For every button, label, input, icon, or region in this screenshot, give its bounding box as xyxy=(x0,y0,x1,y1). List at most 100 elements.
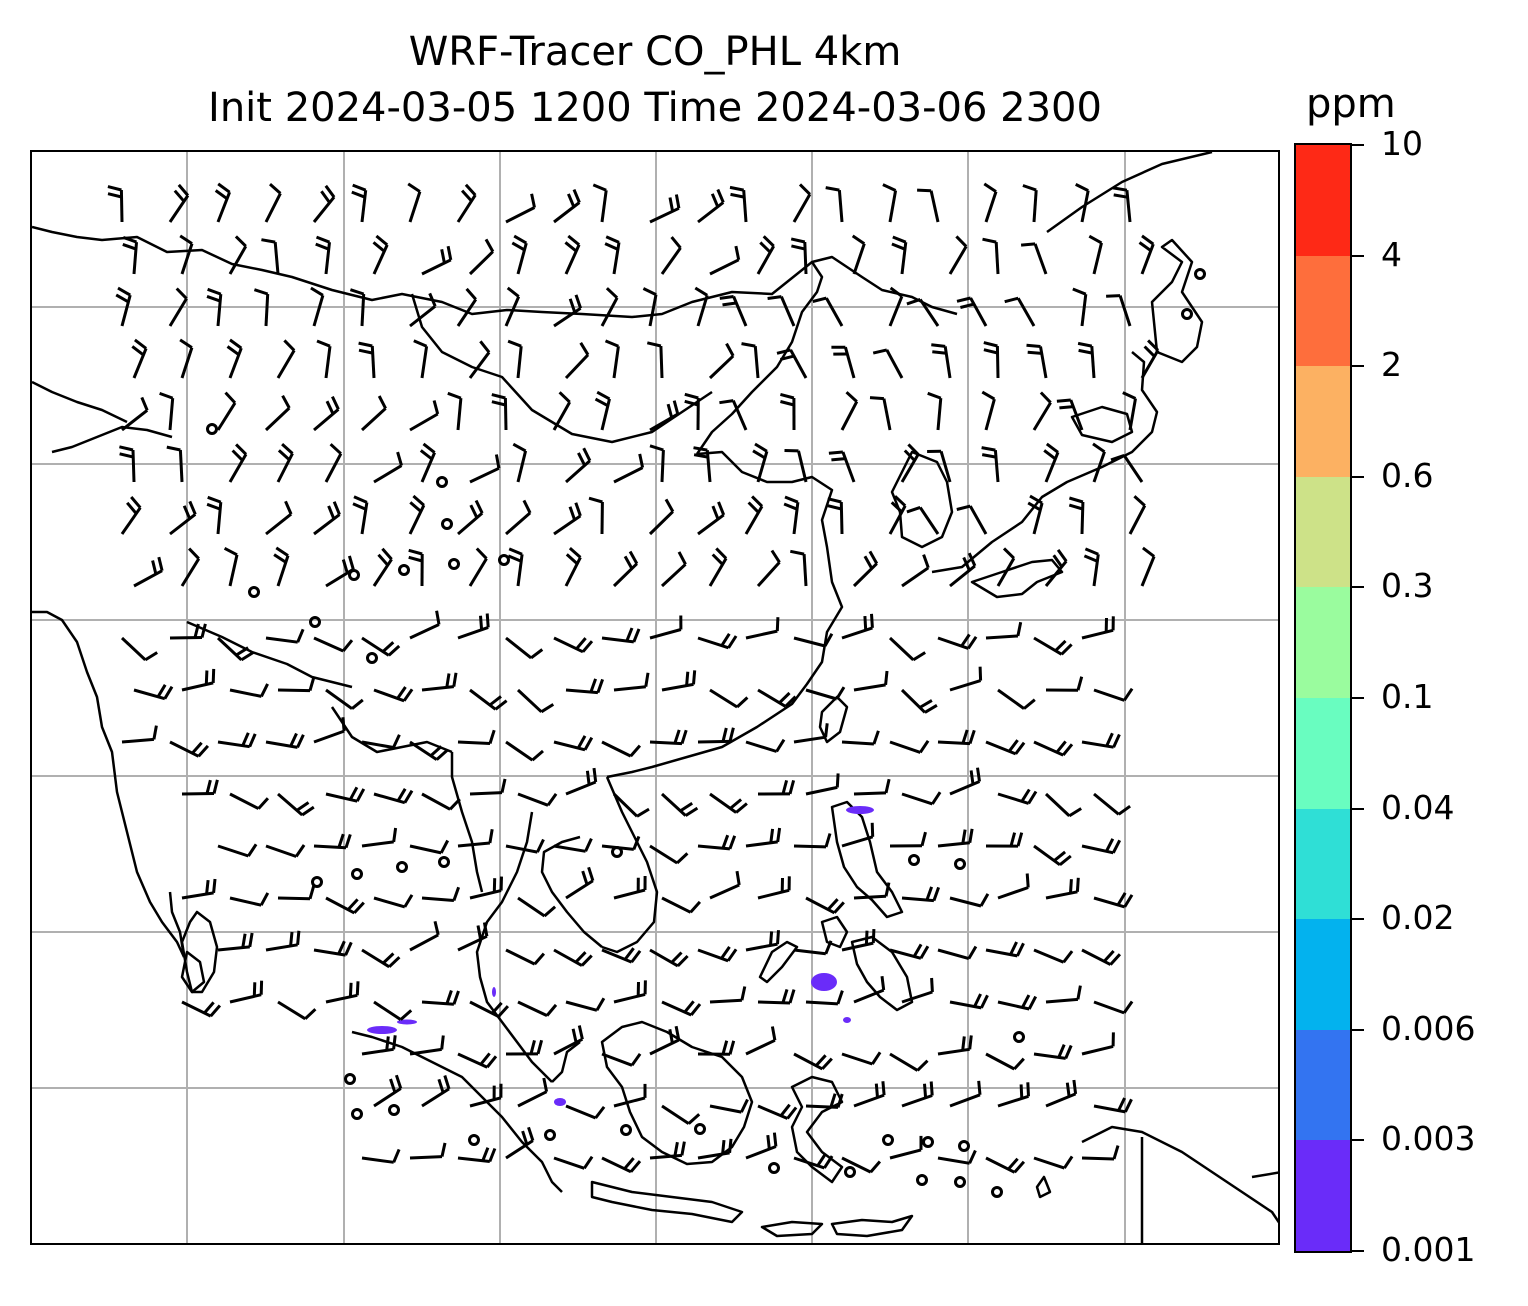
wind-barb xyxy=(457,828,494,848)
wind-barb xyxy=(660,236,682,275)
wind-barb xyxy=(889,739,930,754)
coastline xyxy=(186,620,353,689)
wind-barb xyxy=(841,730,880,746)
wind-barb xyxy=(767,295,796,327)
wind-barb xyxy=(217,932,254,952)
wind-barb xyxy=(159,391,175,431)
wind-barb xyxy=(349,288,366,327)
wind-barb xyxy=(869,396,892,431)
wind-barb xyxy=(180,547,201,587)
wind-barb xyxy=(1045,676,1084,692)
wind-barb xyxy=(312,184,336,223)
wind-barb xyxy=(937,1149,977,1165)
wind-barb xyxy=(1112,186,1132,223)
wind-barb xyxy=(948,235,968,275)
colorbar-tick-label: 2 xyxy=(1381,345,1402,385)
wind-barb xyxy=(407,182,422,223)
wind-barb xyxy=(1093,892,1134,909)
wind-barb xyxy=(360,395,387,432)
coastline xyxy=(790,1075,844,1184)
calm-wind-marker xyxy=(1194,268,1206,280)
wind-barb xyxy=(956,296,988,327)
wind-barb xyxy=(316,339,332,379)
wind-barb xyxy=(1056,398,1084,431)
wind-barb xyxy=(745,617,780,640)
wind-barb xyxy=(805,1093,844,1109)
tracer-plume xyxy=(367,1026,397,1034)
wind-barb xyxy=(512,442,528,483)
wind-barb xyxy=(745,1026,777,1056)
wind-barb xyxy=(409,1142,447,1160)
wind-barb xyxy=(693,446,712,483)
wind-barb xyxy=(1033,740,1074,757)
wind-barb xyxy=(649,844,689,865)
wind-barb xyxy=(1020,242,1048,275)
coastline xyxy=(600,1020,754,1166)
colorbar-tick-label: 10 xyxy=(1381,124,1423,163)
wind-barb xyxy=(853,882,891,900)
colorbar-segment xyxy=(1296,476,1350,588)
wind-barb xyxy=(756,549,781,588)
wind-barb xyxy=(776,348,808,379)
wind-barb xyxy=(457,613,490,640)
wind-barb xyxy=(642,287,658,327)
wind-barb xyxy=(937,633,978,650)
wind-barb xyxy=(1081,1032,1115,1056)
colorbar-tick xyxy=(1352,144,1364,146)
wind-barb xyxy=(612,792,650,818)
wind-barb xyxy=(1032,391,1052,431)
wind-barb xyxy=(351,183,368,223)
wind-barb xyxy=(229,683,269,698)
wind-barb xyxy=(1093,1097,1133,1114)
wind-barb xyxy=(613,1083,647,1108)
wind-barb xyxy=(413,339,429,379)
wind-barb xyxy=(901,791,942,806)
colorbar-tick xyxy=(1352,918,1364,921)
coastline xyxy=(931,351,1159,574)
wind-barb xyxy=(1088,234,1103,275)
colorbar-segment xyxy=(1296,1029,1350,1141)
wind-barb xyxy=(313,395,340,432)
wind-barb xyxy=(983,182,998,223)
wind-barb xyxy=(649,729,688,746)
wind-barb xyxy=(888,495,907,535)
wind-barb xyxy=(277,792,315,817)
wind-barb xyxy=(981,446,1000,483)
wind-barb xyxy=(565,678,605,695)
wind-barb xyxy=(660,792,699,817)
wind-barb xyxy=(790,549,808,587)
wind-barb xyxy=(985,1052,1025,1071)
wind-barb xyxy=(1077,341,1096,379)
wind-barb xyxy=(228,235,248,275)
wind-barb xyxy=(553,948,593,967)
calm-wind-marker xyxy=(954,1176,966,1188)
wind-barb xyxy=(408,494,426,535)
wind-barb xyxy=(504,286,521,327)
wind-barb xyxy=(1033,636,1073,656)
coastline xyxy=(51,425,173,454)
wind-barb xyxy=(169,740,210,758)
wind-barb xyxy=(313,940,353,957)
colorbar-segment xyxy=(1296,366,1350,477)
wind-barb xyxy=(310,286,325,327)
coastlines xyxy=(32,152,1278,1243)
colorbar-tick-label: 0.1 xyxy=(1381,677,1434,716)
wind-barb xyxy=(361,1035,397,1056)
tracer-plume xyxy=(811,973,837,991)
wind-barb xyxy=(900,443,920,483)
colorbar-tick-label: 0.3 xyxy=(1381,566,1434,606)
wind-barb xyxy=(469,1000,510,1018)
colorbar-unit-label: ppm xyxy=(1306,81,1396,127)
wind-barb xyxy=(516,688,555,714)
tracer-plume xyxy=(554,1098,566,1106)
wind-barb xyxy=(564,342,590,380)
colorbar-tick-label: 0.6 xyxy=(1381,455,1434,495)
calm-wind-marker xyxy=(366,652,378,664)
wind-barb xyxy=(949,666,983,692)
wind-barb xyxy=(313,833,352,850)
colorbar-tick-label: 0.001 xyxy=(1381,1230,1476,1269)
wind-barb xyxy=(511,234,528,275)
wind-barb xyxy=(985,941,1025,958)
wind-barb xyxy=(313,636,354,653)
wind-barb xyxy=(457,729,496,745)
